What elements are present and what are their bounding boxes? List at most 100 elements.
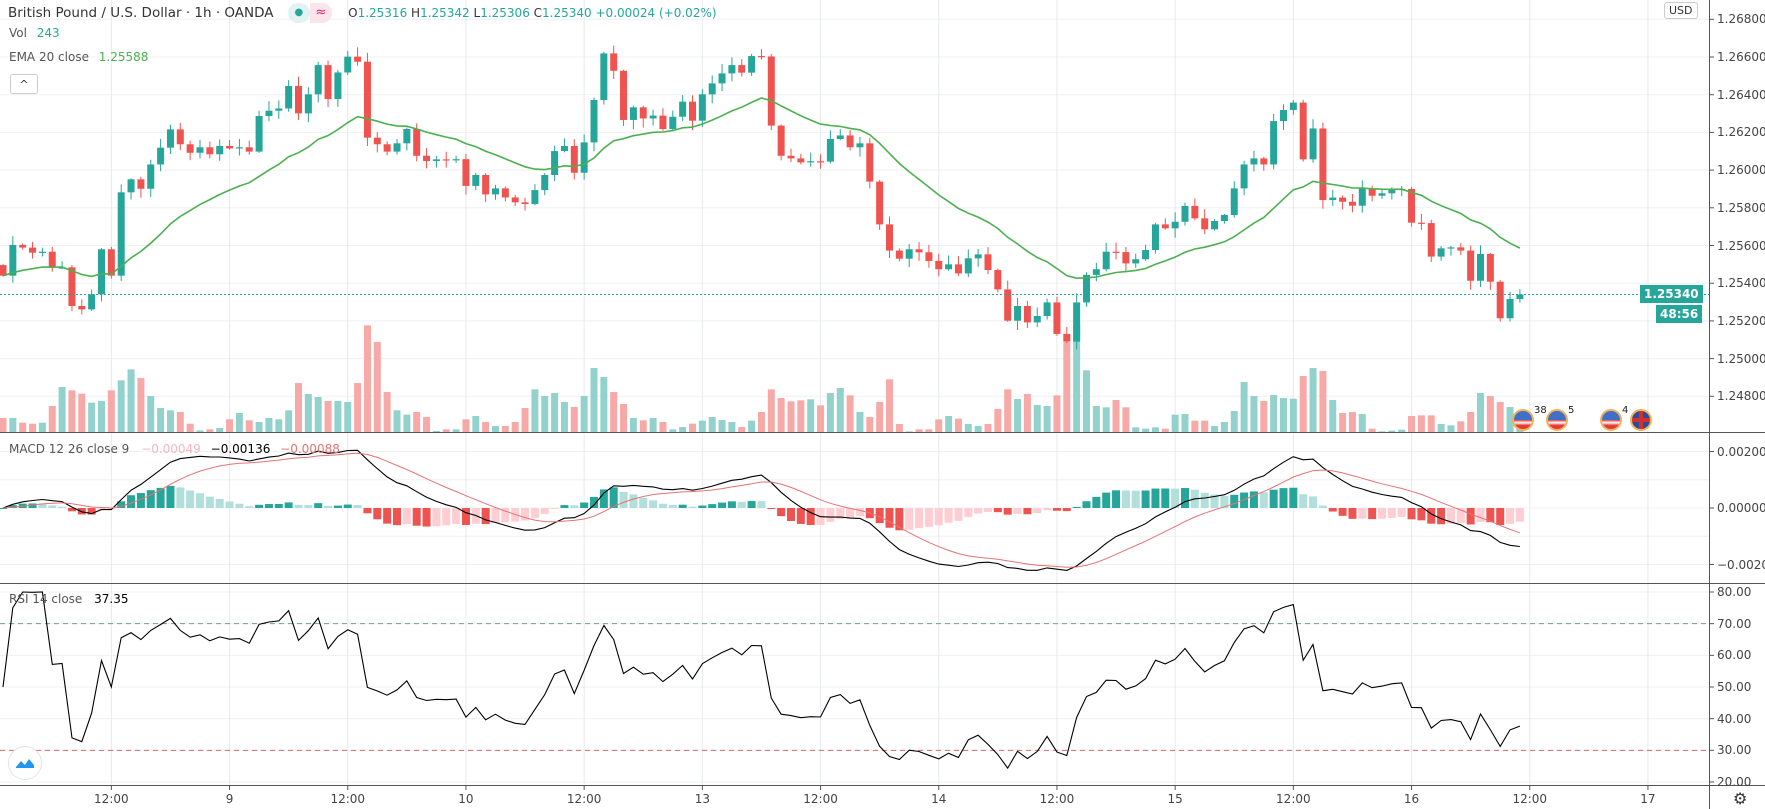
macd-histogram-bar xyxy=(481,508,490,525)
volume-bar xyxy=(1132,427,1140,432)
macd-histogram-bar xyxy=(166,485,175,508)
macd-histogram-bar xyxy=(649,500,658,508)
candle-body xyxy=(1053,302,1061,334)
candle-body xyxy=(600,53,608,100)
macd-histogram-bar xyxy=(924,508,933,527)
candle-body xyxy=(620,70,628,120)
candle-body xyxy=(1063,333,1071,342)
candle-body xyxy=(1142,250,1150,260)
volume-bar xyxy=(846,395,854,432)
macd-histogram-bar xyxy=(176,487,185,508)
candle-body xyxy=(1289,102,1297,110)
settings-gear-icon[interactable]: ⚙ xyxy=(1733,789,1748,808)
candle-body xyxy=(19,244,27,248)
volume-bar xyxy=(521,408,529,432)
volume-bar xyxy=(1339,413,1347,432)
time-axis-label: 13 xyxy=(694,792,710,806)
macd-histogram-bar xyxy=(796,508,805,524)
ema-line xyxy=(2,97,1521,280)
symbol-legend[interactable]: British Pound / U.S. Dollar · 1h · OANDA… xyxy=(8,3,717,23)
data-status-pill[interactable]: ≈ xyxy=(309,3,332,23)
macd-histogram-bar xyxy=(1417,508,1426,521)
macd-histogram-bar xyxy=(1131,490,1140,508)
volume-bar xyxy=(48,406,56,432)
candle-body xyxy=(1309,128,1317,160)
us-flag-event-icon[interactable] xyxy=(1512,409,1534,431)
macd-histogram-bar xyxy=(993,508,1002,513)
candle-body xyxy=(255,116,263,152)
candle-body xyxy=(1102,251,1110,270)
volume-bar xyxy=(1447,425,1455,432)
candle-body xyxy=(245,147,253,152)
volume-bar xyxy=(216,428,224,432)
time-axis-label: 10 xyxy=(458,792,474,806)
volume-bar xyxy=(1092,406,1100,432)
uk-flag-event-icon[interactable] xyxy=(1630,409,1652,431)
currency-button[interactable]: USD xyxy=(1664,2,1698,19)
us-flag-event-icon[interactable] xyxy=(1546,409,1568,431)
candle-body xyxy=(127,179,135,193)
macd-histogram-bar xyxy=(1003,508,1012,515)
macd-histogram-value: −0.00049 xyxy=(141,442,201,456)
macd-histogram-bar xyxy=(1338,508,1347,516)
volume-bar xyxy=(1201,420,1209,432)
candle-body xyxy=(275,108,283,111)
macd-histogram-bar xyxy=(777,508,786,517)
macd-histogram-bar xyxy=(727,501,736,508)
volume-bar xyxy=(295,383,302,432)
volume-bar xyxy=(649,418,657,432)
candle-body xyxy=(226,145,234,149)
macd-histogram-bar xyxy=(560,505,569,508)
volume-bar xyxy=(1014,399,1022,432)
symbol-title[interactable]: British Pound / U.S. Dollar · 1h · OANDA xyxy=(8,5,274,21)
price-axis-label: 1.26400 xyxy=(1717,87,1765,102)
volume-bar xyxy=(186,423,194,432)
macd-histogram-bar xyxy=(402,508,411,525)
tradingview-logo[interactable] xyxy=(8,746,42,780)
macd-histogram-bar xyxy=(678,504,687,508)
candle-body xyxy=(324,65,332,100)
macd-histogram-bar xyxy=(570,505,579,508)
macd-histogram-bar xyxy=(688,506,697,508)
candle-body xyxy=(876,181,884,225)
macd-line xyxy=(2,449,1520,571)
volume-bar xyxy=(1348,412,1356,432)
candle-body xyxy=(895,250,903,259)
rsi-legend[interactable]: RSI 14 close 37.35 xyxy=(9,592,129,606)
volume-bar xyxy=(1073,325,1081,432)
candle-body xyxy=(373,137,381,145)
macd-histogram-bar xyxy=(521,508,530,521)
market-status-pill[interactable]: ● xyxy=(287,3,310,23)
volume-bar xyxy=(787,401,795,432)
us-flag-event-icon[interactable] xyxy=(1600,409,1622,431)
macd-histogram-bar xyxy=(1309,496,1318,508)
macd-histogram-bar xyxy=(87,508,96,515)
volume-bar xyxy=(669,429,677,432)
macd-axis-label: −0.00200 xyxy=(1717,557,1765,572)
candle-body xyxy=(78,306,86,310)
candle-body xyxy=(1506,299,1514,319)
volume-bar xyxy=(344,402,352,432)
macd-histogram-bar xyxy=(1102,492,1111,508)
volume-bar xyxy=(38,422,46,432)
candle-body xyxy=(1014,306,1022,321)
candle-body xyxy=(1220,214,1228,221)
price-axis-label: 1.25000 xyxy=(1717,351,1765,366)
candle-body xyxy=(689,101,696,121)
macd-histogram-bar xyxy=(609,487,618,508)
rsi-value: 37.35 xyxy=(94,592,129,606)
macd-histogram-bar xyxy=(964,508,973,518)
collapse-legend-button[interactable]: ^ xyxy=(10,74,38,94)
volume-legend[interactable]: Vol 243 xyxy=(9,26,60,40)
candle-body xyxy=(176,129,184,145)
macd-histogram-bar xyxy=(1072,506,1081,508)
candle-body xyxy=(1348,201,1356,206)
candle-body xyxy=(1250,158,1258,165)
ema-legend[interactable]: EMA 20 close 1.25588 xyxy=(9,50,148,64)
macd-histogram-bar xyxy=(1515,508,1524,522)
candle-body xyxy=(590,99,598,143)
macd-legend[interactable]: MACD 12 26 close 9 −0.00049 −0.00136 −0.… xyxy=(9,442,340,456)
candle-body xyxy=(1270,121,1278,165)
macd-histogram-bar xyxy=(136,493,145,508)
